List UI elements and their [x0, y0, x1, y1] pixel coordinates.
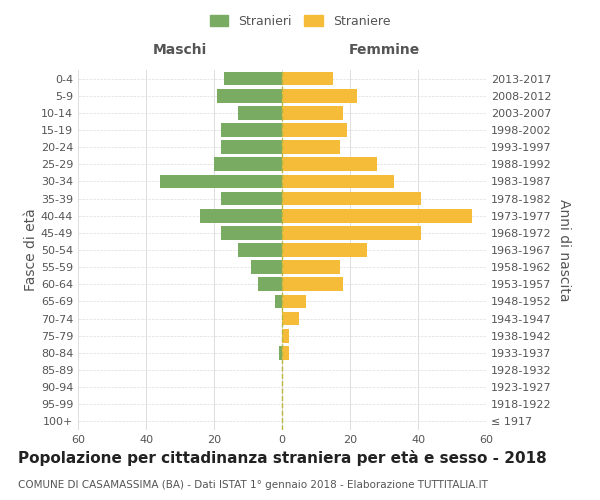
Y-axis label: Anni di nascita: Anni di nascita [557, 198, 571, 301]
Bar [282, 226, 421, 239]
Text: Maschi: Maschi [153, 44, 207, 58]
Text: COMUNE DI CASAMASSIMA (BA) - Dati ISTAT 1° gennaio 2018 - Elaborazione TUTTITALI: COMUNE DI CASAMASSIMA (BA) - Dati ISTAT … [18, 480, 488, 490]
Bar [282, 346, 289, 360]
Bar [258, 278, 282, 291]
Bar [282, 329, 289, 342]
Bar [221, 192, 282, 205]
Bar [282, 243, 367, 257]
Bar [160, 174, 282, 188]
Bar [221, 123, 282, 137]
Bar [282, 278, 343, 291]
Bar [282, 158, 377, 171]
Bar [282, 72, 333, 86]
Y-axis label: Fasce di età: Fasce di età [24, 208, 38, 292]
Bar [282, 89, 357, 102]
Bar [282, 260, 340, 274]
Bar [217, 89, 282, 102]
Bar [214, 158, 282, 171]
Bar [251, 260, 282, 274]
Bar [238, 106, 282, 120]
Bar [282, 106, 343, 120]
Bar [200, 209, 282, 222]
Bar [238, 243, 282, 257]
Bar [221, 226, 282, 239]
Bar [275, 294, 282, 308]
Bar [224, 72, 282, 86]
Bar [282, 174, 394, 188]
Bar [282, 294, 306, 308]
Bar [282, 140, 340, 154]
Text: Femmine: Femmine [349, 44, 419, 58]
Bar [278, 346, 282, 360]
Bar [221, 140, 282, 154]
Bar [282, 192, 421, 205]
Bar [282, 209, 472, 222]
Legend: Stranieri, Straniere: Stranieri, Straniere [206, 11, 394, 32]
Bar [282, 123, 347, 137]
Text: Popolazione per cittadinanza straniera per età e sesso - 2018: Popolazione per cittadinanza straniera p… [18, 450, 547, 466]
Bar [282, 312, 299, 326]
